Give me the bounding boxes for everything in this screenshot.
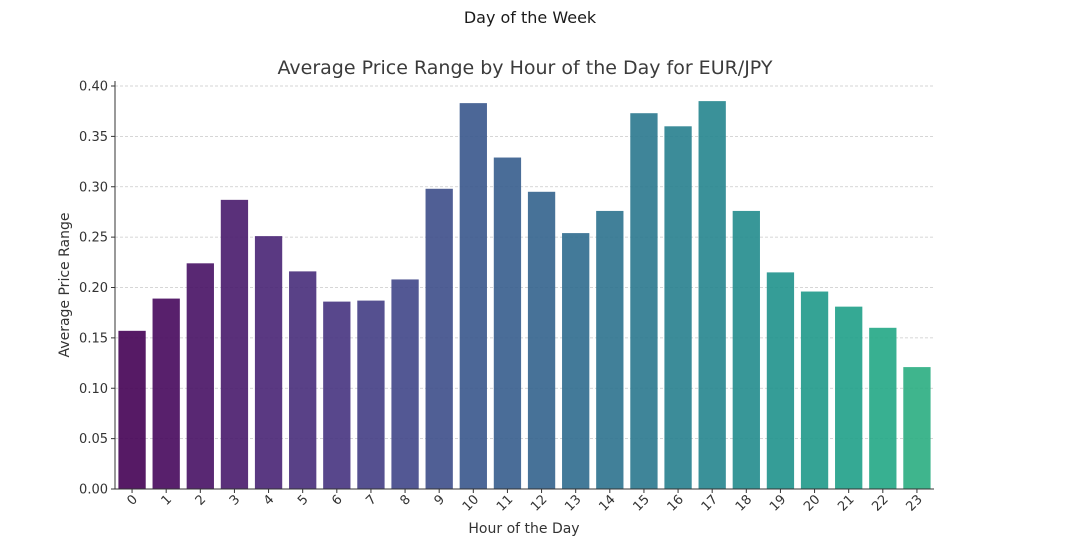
- x-tick-label: 0: [124, 492, 140, 508]
- x-tick-label: 20: [801, 492, 823, 514]
- x-tick-label: 11: [494, 492, 516, 514]
- x-tick-label: 17: [699, 492, 721, 514]
- bar-hour-16: [664, 126, 692, 490]
- x-tick-label: 14: [596, 492, 618, 514]
- bar-hour-15: [630, 113, 658, 489]
- bar-hour-2: [186, 263, 214, 489]
- bar-hour-5: [289, 271, 317, 489]
- bar-hour-17: [698, 101, 726, 490]
- x-tick-label: 13: [562, 492, 584, 514]
- bar-hour-13: [562, 233, 590, 489]
- bar-hour-3: [220, 199, 249, 489]
- bar-hour-4: [254, 236, 283, 489]
- x-tick-label: 23: [903, 492, 925, 514]
- y-tick-label: 0.20: [79, 281, 108, 296]
- bar-hour-10: [459, 103, 487, 489]
- x-tick-label: 8: [397, 492, 413, 508]
- bar-hour-7: [357, 300, 385, 489]
- x-tick-label: 12: [528, 492, 550, 514]
- y-tick-label: 0.25: [79, 231, 108, 246]
- x-tick-label: 21: [835, 492, 857, 514]
- bar-hour-1: [152, 298, 180, 489]
- bar-hour-0: [118, 330, 146, 489]
- x-axis-ticks: 0 1 2 3 4 5 6 7 8 9 10 11 12 13 14 15 16 17 18 19 20 21 22 23: [124, 489, 926, 515]
- x-tick-label: 22: [869, 492, 891, 514]
- x-tick-label: 6: [329, 492, 345, 508]
- x-tick-label: 5: [295, 492, 311, 508]
- y-gridlines: [115, 85, 934, 440]
- bar-hour-6: [323, 301, 351, 489]
- x-tick-label: 19: [767, 492, 789, 514]
- bar-hour-21: [835, 306, 863, 489]
- y-tick-label: 0.35: [79, 130, 108, 145]
- bar-hour-23: [903, 367, 931, 489]
- x-tick-label: 1: [159, 492, 175, 508]
- y-tick-label: 0.00: [79, 483, 108, 498]
- x-tick-label: 15: [630, 492, 652, 514]
- x-tick-label: 9: [432, 492, 448, 508]
- bar-hour-19: [766, 272, 795, 489]
- y-tick-label: 0.05: [79, 432, 108, 447]
- bar-hour-12: [527, 191, 556, 489]
- x-axis-label: Hour of the Day: [468, 521, 579, 537]
- bar-hour-14: [596, 210, 624, 489]
- x-tick-label: 3: [227, 492, 243, 508]
- bar-hour-8: [391, 279, 419, 489]
- y-axis-ticks: 0.00 0.05 0.10 0.15 0.20 0.25 0.30 0.35 0.40: [79, 80, 115, 498]
- y-tick-label: 0.10: [79, 382, 108, 397]
- y-tick-label: 0.40: [79, 80, 108, 95]
- x-tick-label: 2: [193, 492, 209, 508]
- x-tick-label: 18: [733, 492, 755, 514]
- bar-series: [118, 101, 931, 490]
- bar-hour-22: [869, 327, 897, 489]
- figure-suptitle: Day of the Week: [464, 8, 597, 27]
- x-tick-label: 4: [261, 492, 277, 508]
- bar-hour-11: [493, 157, 522, 489]
- bar-hour-9: [425, 188, 453, 489]
- chart-title: Average Price Range by Hour of the Day f…: [278, 57, 773, 79]
- bar-hour-18: [732, 210, 760, 489]
- x-tick-label: 16: [665, 492, 687, 514]
- x-tick-label: 7: [363, 492, 379, 508]
- x-tick-label: 10: [460, 492, 482, 514]
- y-tick-label: 0.15: [79, 331, 108, 346]
- y-tick-label: 0.30: [79, 180, 108, 195]
- bar-hour-20: [800, 291, 829, 489]
- y-axis-label: Average Price Range: [57, 213, 73, 358]
